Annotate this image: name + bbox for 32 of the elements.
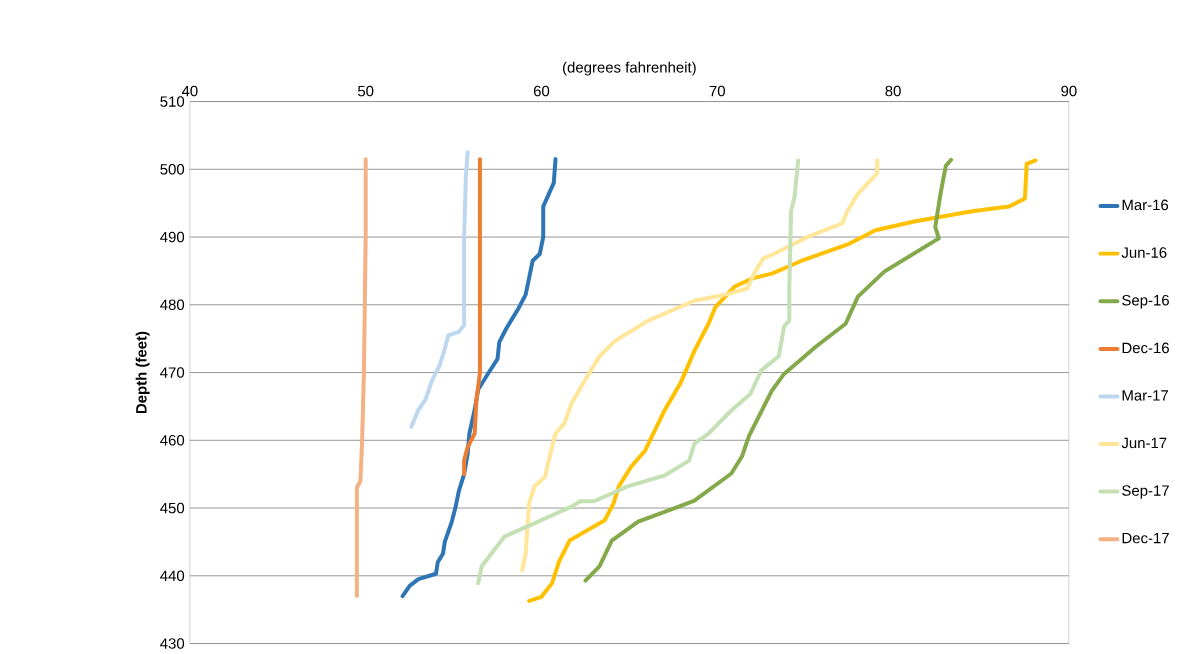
legend-label: Sep-17 xyxy=(1122,485,1169,499)
x-axis-title: (degrees fahrenheit) xyxy=(563,61,696,76)
legend-label: Dec-16 xyxy=(1122,342,1169,354)
legend-label: Dec-17 xyxy=(1122,533,1169,544)
legend-label: Mar-16 xyxy=(1122,199,1169,211)
y-tick-label: 440 xyxy=(160,570,185,582)
y-tick-label: 490 xyxy=(160,231,185,243)
x-tick-label: 70 xyxy=(709,85,725,97)
x-tick-label: 90 xyxy=(1061,85,1077,97)
y-tick-label: 450 xyxy=(160,502,185,514)
y-tick-label: 430 xyxy=(160,638,185,649)
y-tick-label: 460 xyxy=(160,435,185,446)
line-series xyxy=(583,157,954,583)
x-tick-label: 80 xyxy=(885,85,901,97)
line-series xyxy=(527,158,1038,603)
line-series xyxy=(476,158,801,586)
y-axis-title: Depth (feet) xyxy=(135,331,150,414)
legend-label: Mar-17 xyxy=(1122,390,1169,401)
line-series xyxy=(462,157,482,477)
y-tick-label: 480 xyxy=(160,299,185,311)
legend-label: Sep-16 xyxy=(1122,295,1169,309)
line-series xyxy=(520,158,880,573)
line-series xyxy=(354,157,368,599)
y-tick-label: 500 xyxy=(160,164,185,175)
line-series xyxy=(409,150,470,429)
legend-label: Jun-16 xyxy=(1121,247,1167,258)
y-tick-label: 470 xyxy=(160,367,185,378)
x-tick-label: 60 xyxy=(533,85,550,97)
legend-label: Jun-17 xyxy=(1121,437,1167,449)
y-tick-label: 510 xyxy=(160,96,185,107)
x-tick-label: 40 xyxy=(181,85,198,97)
x-tick-label: 50 xyxy=(357,85,374,97)
